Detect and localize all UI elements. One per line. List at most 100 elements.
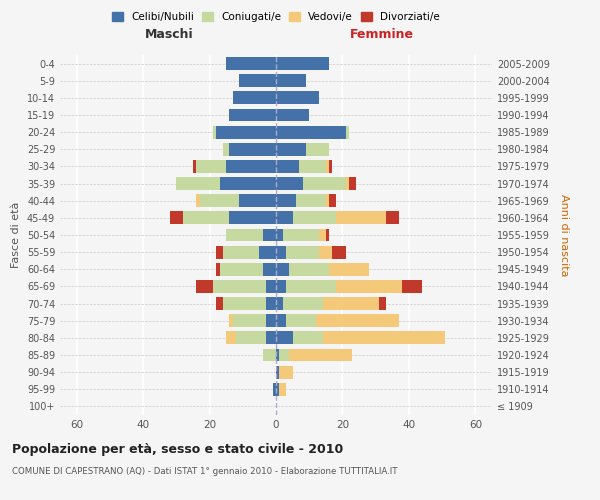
Bar — [226, 57, 276, 70]
Legend: Celibi/Nubili, Coniugati/e, Vedovi/e, Divorziati/e: Celibi/Nubili, Coniugati/e, Vedovi/e, Di… — [108, 8, 444, 26]
Bar — [280, 366, 293, 378]
Bar — [276, 314, 286, 327]
Bar — [263, 263, 276, 276]
Bar — [276, 366, 280, 378]
Bar — [379, 297, 386, 310]
Bar — [326, 228, 329, 241]
Bar — [276, 212, 293, 224]
Bar — [289, 348, 352, 362]
Bar — [216, 126, 276, 138]
Bar — [346, 126, 349, 138]
Bar — [276, 194, 296, 207]
Bar — [223, 143, 229, 156]
Bar — [276, 57, 329, 70]
Bar — [276, 332, 293, 344]
Bar — [326, 194, 329, 207]
Bar — [276, 263, 289, 276]
Bar — [226, 332, 236, 344]
Bar — [266, 332, 276, 344]
Bar — [386, 212, 399, 224]
Bar — [276, 126, 346, 138]
Bar — [196, 194, 200, 207]
Bar — [200, 194, 239, 207]
Bar — [296, 194, 326, 207]
Bar — [239, 194, 276, 207]
Bar — [280, 348, 289, 362]
Text: Femmine: Femmine — [350, 28, 415, 42]
Bar — [276, 297, 283, 310]
Bar — [196, 280, 213, 293]
Bar — [349, 177, 356, 190]
Bar — [276, 383, 280, 396]
Bar — [229, 143, 276, 156]
Bar — [319, 228, 326, 241]
Bar — [229, 108, 276, 122]
Text: COMUNE DI CAPESTRANO (AQ) - Dati ISTAT 1° gennaio 2010 - Elaborazione TUTTITALIA: COMUNE DI CAPESTRANO (AQ) - Dati ISTAT 1… — [12, 468, 398, 476]
Bar — [213, 126, 216, 138]
Bar — [276, 348, 280, 362]
Bar — [229, 314, 233, 327]
Bar — [286, 246, 319, 258]
Bar — [220, 177, 276, 190]
Bar — [276, 246, 286, 258]
Bar — [336, 212, 386, 224]
Bar — [280, 383, 286, 396]
Bar — [263, 348, 276, 362]
Bar — [220, 263, 263, 276]
Bar — [233, 92, 276, 104]
Bar — [263, 228, 276, 241]
Bar — [276, 92, 319, 104]
Bar — [289, 263, 329, 276]
Bar — [223, 246, 259, 258]
Bar — [259, 246, 276, 258]
Bar — [223, 297, 266, 310]
Bar — [402, 280, 422, 293]
Bar — [283, 297, 323, 310]
Bar — [276, 160, 299, 173]
Bar — [236, 332, 266, 344]
Bar — [229, 212, 276, 224]
Bar — [183, 212, 229, 224]
Bar — [326, 160, 329, 173]
Bar — [329, 194, 336, 207]
Bar — [266, 314, 276, 327]
Bar — [226, 160, 276, 173]
Bar — [216, 246, 223, 258]
Bar — [266, 280, 276, 293]
Bar — [170, 212, 183, 224]
Bar — [176, 177, 220, 190]
Bar — [286, 314, 316, 327]
Bar — [336, 280, 402, 293]
Bar — [272, 383, 276, 396]
Bar — [286, 280, 336, 293]
Bar — [193, 160, 196, 173]
Bar — [319, 246, 332, 258]
Bar — [329, 160, 332, 173]
Bar — [299, 160, 326, 173]
Bar — [213, 280, 266, 293]
Text: Maschi: Maschi — [145, 28, 194, 42]
Bar — [216, 297, 223, 310]
Y-axis label: Fasce di età: Fasce di età — [11, 202, 21, 268]
Bar — [276, 228, 283, 241]
Text: Popolazione per età, sesso e stato civile - 2010: Popolazione per età, sesso e stato civil… — [12, 442, 343, 456]
Bar — [323, 332, 445, 344]
Bar — [302, 177, 346, 190]
Bar — [216, 263, 220, 276]
Bar — [233, 314, 266, 327]
Bar — [293, 212, 336, 224]
Bar — [276, 143, 306, 156]
Bar — [276, 177, 302, 190]
Y-axis label: Anni di nascita: Anni di nascita — [559, 194, 569, 276]
Bar — [276, 108, 309, 122]
Bar — [226, 228, 263, 241]
Bar — [196, 160, 226, 173]
Bar — [276, 74, 306, 87]
Bar — [283, 228, 319, 241]
Bar — [306, 143, 329, 156]
Bar — [316, 314, 399, 327]
Bar — [266, 297, 276, 310]
Bar — [329, 263, 369, 276]
Bar — [332, 246, 346, 258]
Bar — [346, 177, 349, 190]
